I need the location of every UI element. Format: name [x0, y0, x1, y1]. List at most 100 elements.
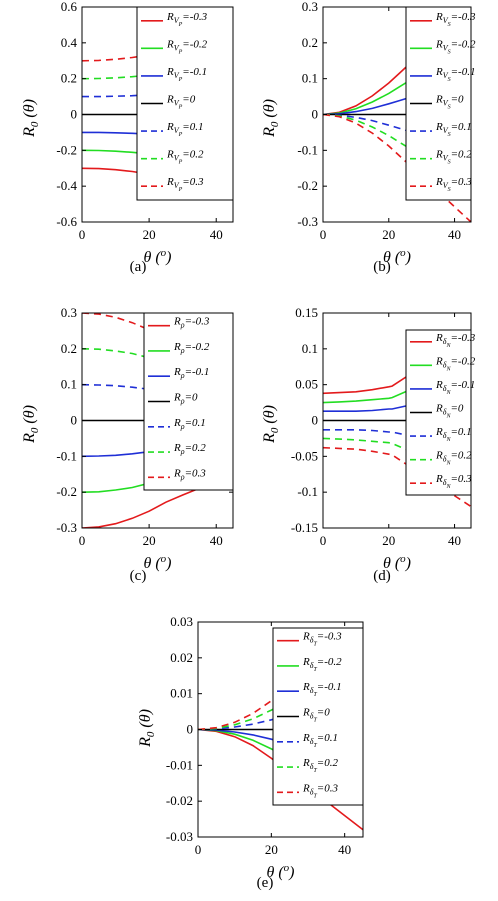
series-line-7 — [323, 446, 471, 508]
legend-entry: RδT=0.3 — [302, 782, 338, 799]
y-tick-label: 0 — [71, 107, 78, 122]
y-tick-label: 0.01 — [170, 686, 193, 701]
legend-entry: RVP=0.3 — [166, 176, 204, 193]
y-tick-label: 0 — [71, 413, 78, 428]
x-axis-label: θ (o) — [383, 553, 411, 572]
legend-entry: RVP=0.1 — [166, 121, 203, 138]
legend-entry: RδT=0.1 — [302, 732, 338, 749]
y-tick-label: 0.2 — [61, 341, 77, 356]
y-tick-label: 0.6 — [61, 0, 78, 14]
y-axis-label: R0 (θ) — [21, 405, 41, 444]
series-line-2 — [323, 362, 471, 404]
x-tick-label: 0 — [79, 533, 86, 548]
legend-entry: Rρ=-0.3 — [173, 316, 210, 330]
y-tick-label: 0 — [312, 107, 319, 122]
x-tick-label: 20 — [382, 533, 395, 548]
x-tick-label: 40 — [448, 533, 461, 548]
y-tick-label: -0.03 — [166, 829, 193, 844]
y-tick-label: -0.2 — [56, 142, 77, 157]
y-axis-label: R0 (θ) — [261, 405, 281, 444]
legend-entry: RδN=0.1 — [435, 426, 472, 443]
y-tick-label: 0.1 — [302, 341, 318, 356]
x-axis-label: θ (o) — [143, 553, 171, 572]
y-tick-label: -0.1 — [297, 484, 318, 499]
x-axis-label: θ (o) — [383, 247, 411, 266]
legend-entry: RVP=-0.2 — [166, 38, 208, 55]
y-tick-label: 0 — [312, 413, 319, 428]
series-line-6 — [323, 437, 471, 479]
legend-entry: RVS=0.1 — [435, 121, 472, 138]
y-tick-label: -0.02 — [166, 793, 193, 808]
y-axis-label: R0 (θ) — [21, 99, 41, 138]
legend: RδN=-0.3 RδN=-0.2 RδN=-0.1 RδN=0 RδN=0.1 RδN=… — [405, 329, 476, 496]
legend: RδT=-0.3 RδT=-0.2 RδT=-0.1 RδT=0 RδT=0.1 RδT=… — [272, 627, 364, 806]
series-line-7 — [82, 313, 233, 367]
legend-entry: Rρ=0.1 — [173, 417, 206, 431]
legend-entry: RδN=-0.1 — [435, 379, 475, 396]
chart-panel-3: 0.30.20.10-0.1-0.2-0.30 20 40θ (o)R0 (θ)Rρ… — [21, 305, 234, 584]
y-axis-label: R0 (θ) — [261, 99, 281, 138]
y-tick-label: 0.2 — [302, 35, 318, 50]
y-tick-label: -0.2 — [297, 178, 318, 193]
legend-entry: RVP=-0.3 — [166, 11, 208, 28]
chart-panel-4: 0.150.10.050-0.05-0.1-0.150 20 40θ (o)R0 (… — [261, 305, 476, 584]
y-tick-label: 0.1 — [61, 377, 77, 392]
legend-entry: RδT=-0.1 — [302, 681, 342, 698]
legend: Rρ=-0.3 Rρ=-0.2 Rρ=-0.1 Rρ=0 Rρ=0.1 Rρ=0.2 Rρ=… — [143, 312, 234, 491]
panel-caption: (d) — [373, 568, 391, 584]
series-line-5 — [323, 428, 471, 450]
y-tick-label: 0 — [187, 722, 194, 737]
legend-entry: RδN=0 — [435, 403, 464, 420]
legend-entry: RδN=-0.3 — [435, 332, 476, 349]
x-tick-label: 40 — [338, 842, 351, 857]
legend-entry: RVP=0.2 — [166, 149, 204, 166]
y-tick-label: 0.4 — [61, 35, 78, 50]
legend-entry: RVS=0 — [435, 94, 464, 111]
legend-entry: RVS=-0.2 — [435, 38, 476, 55]
x-tick-label: 20 — [143, 533, 156, 548]
y-tick-label: 0.3 — [61, 305, 77, 320]
x-tick-label: 0 — [79, 227, 86, 242]
legend-entry: RδN=0.3 — [435, 473, 472, 490]
y-tick-label: 0.2 — [61, 71, 77, 86]
x-tick-label: 40 — [448, 227, 461, 242]
series-line-3 — [323, 391, 471, 413]
x-axis-label: θ (o) — [143, 247, 171, 266]
legend-entry: RδT=-0.2 — [302, 656, 342, 673]
y-tick-label: -0.6 — [56, 214, 77, 229]
chart-panel-1: 0.60.40.20-0.2-0.4-0.60 20 40θ (o)R0 (θ)RV… — [21, 0, 234, 275]
legend-entry: RδT=0 — [302, 707, 330, 724]
x-tick-label: 0 — [320, 227, 327, 242]
x-tick-label: 40 — [210, 227, 223, 242]
legend-entry: Rρ=0.3 — [173, 467, 206, 481]
panel-caption: (b) — [373, 259, 391, 275]
legend-entry: RVP=0 — [166, 94, 196, 111]
y-tick-label: -0.01 — [166, 757, 193, 772]
y-tick-label: -0.1 — [56, 448, 77, 463]
panel-caption: (c) — [130, 568, 147, 584]
y-tick-label: -0.3 — [56, 520, 77, 535]
legend-entry: Rρ=-0.2 — [173, 341, 210, 355]
y-tick-label: 0.03 — [170, 614, 193, 629]
chart-panel-5: 0.030.020.010-0.01-0.02-0.030 20 40θ (o)R0… — [137, 614, 364, 891]
y-tick-label: 0.3 — [302, 0, 318, 14]
legend-entry: Rρ=0 — [173, 392, 198, 406]
legend-entry: Rρ=0.2 — [173, 442, 206, 456]
y-tick-label: -0.15 — [291, 520, 318, 535]
legend-entry: RδN=-0.2 — [435, 355, 476, 372]
y-tick-label: 0.15 — [295, 305, 318, 320]
legend-entry: RδT=-0.3 — [302, 631, 342, 648]
legend-entry: RδT=0.2 — [302, 757, 338, 774]
legend-entry: RδN=0.2 — [435, 450, 472, 467]
series-line-7 — [323, 113, 471, 222]
x-tick-label: 40 — [210, 533, 223, 548]
legend-entry: RVS=-0.3 — [435, 11, 476, 28]
legend-entry: RVP=-0.1 — [166, 66, 207, 83]
x-tick-label: 20 — [143, 227, 156, 242]
legend: RVP=-0.3 RVP=-0.2 RVP=-0.1 RVP=0 RVP=0.1 RVP=… — [136, 6, 234, 201]
legend-entry: RVS=-0.1 — [435, 66, 475, 83]
chart-panel-2: 0.30.20.10-0.1-0.2-0.30 20 40θ (o)R0 (θ)RV… — [261, 0, 476, 275]
series-line-1 — [323, 333, 471, 395]
x-tick-label: 20 — [265, 842, 278, 857]
